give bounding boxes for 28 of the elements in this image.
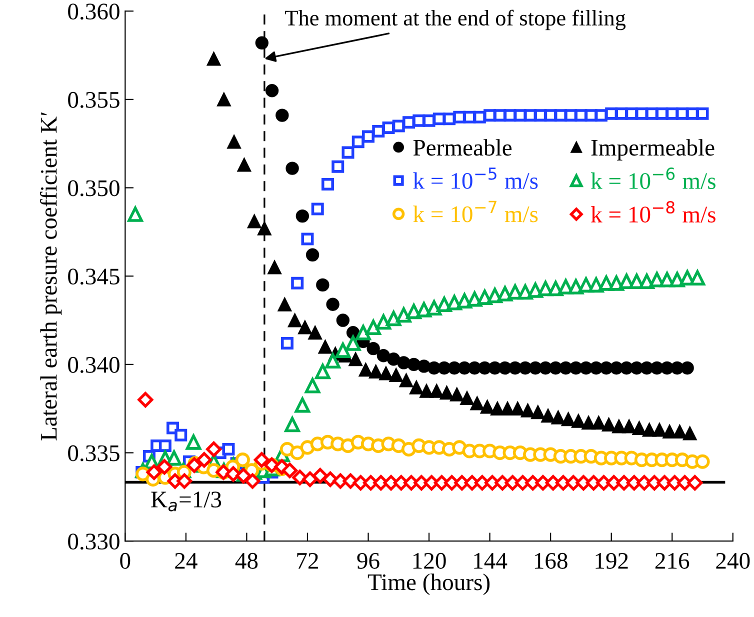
x-tick-label: 144 [474,553,508,569]
x-tick-label: 96 [357,552,380,569]
y-tick-label: 0.335 [68,445,120,462]
x-tick-label: 48 [235,552,258,569]
x-tick-label: 168 [534,552,568,569]
legend-label: k = 10$^{−5}$ m/s [413,168,538,189]
x-tick-label: 120 [413,552,446,569]
y-tick-label: 0.340 [68,356,120,373]
x-tick-label: 24 [175,552,198,569]
legend-label: k = 10$^{−7}$ m/s [413,200,538,222]
x-tick-label: 0 [120,552,130,569]
x-tick-label: 72 [297,552,318,569]
legend-label: k = 10$^{−8}$ m/s [590,201,716,223]
y-tick-label: 0.350 [68,180,120,196]
legend-label: k = 10$^{−6}$ m/s [590,168,716,190]
annotation: The moment at the end of stope filling [285,10,626,30]
legend-label: Permeable [413,139,512,156]
x-axis-title: Time (hours) [368,574,490,596]
x-tick-label: 216 [655,552,690,569]
annotation: K$_{a}$=1/3 [151,492,222,512]
legend-label: Impermeable [591,139,714,160]
x-tick-label: 240 [716,552,750,569]
y-tick-label: 0.345 [68,268,120,285]
y-tick-label: 0.360 [68,4,120,20]
y-tick-label: 0.330 [68,534,120,550]
y-tick-label: 0.355 [68,92,120,108]
x-tick-label: 192 [596,552,628,569]
y-axis-title: Lateral earth presure coefficient K′ [40,112,62,440]
